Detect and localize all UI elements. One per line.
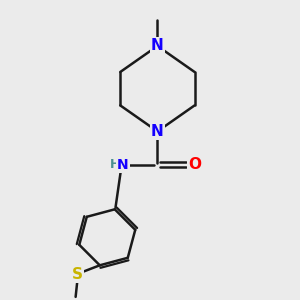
Text: N: N (151, 124, 164, 139)
Text: O: O (188, 158, 201, 172)
Text: N: N (151, 38, 164, 53)
Text: S: S (72, 267, 83, 282)
Text: H: H (110, 158, 120, 171)
Text: N: N (117, 158, 129, 172)
